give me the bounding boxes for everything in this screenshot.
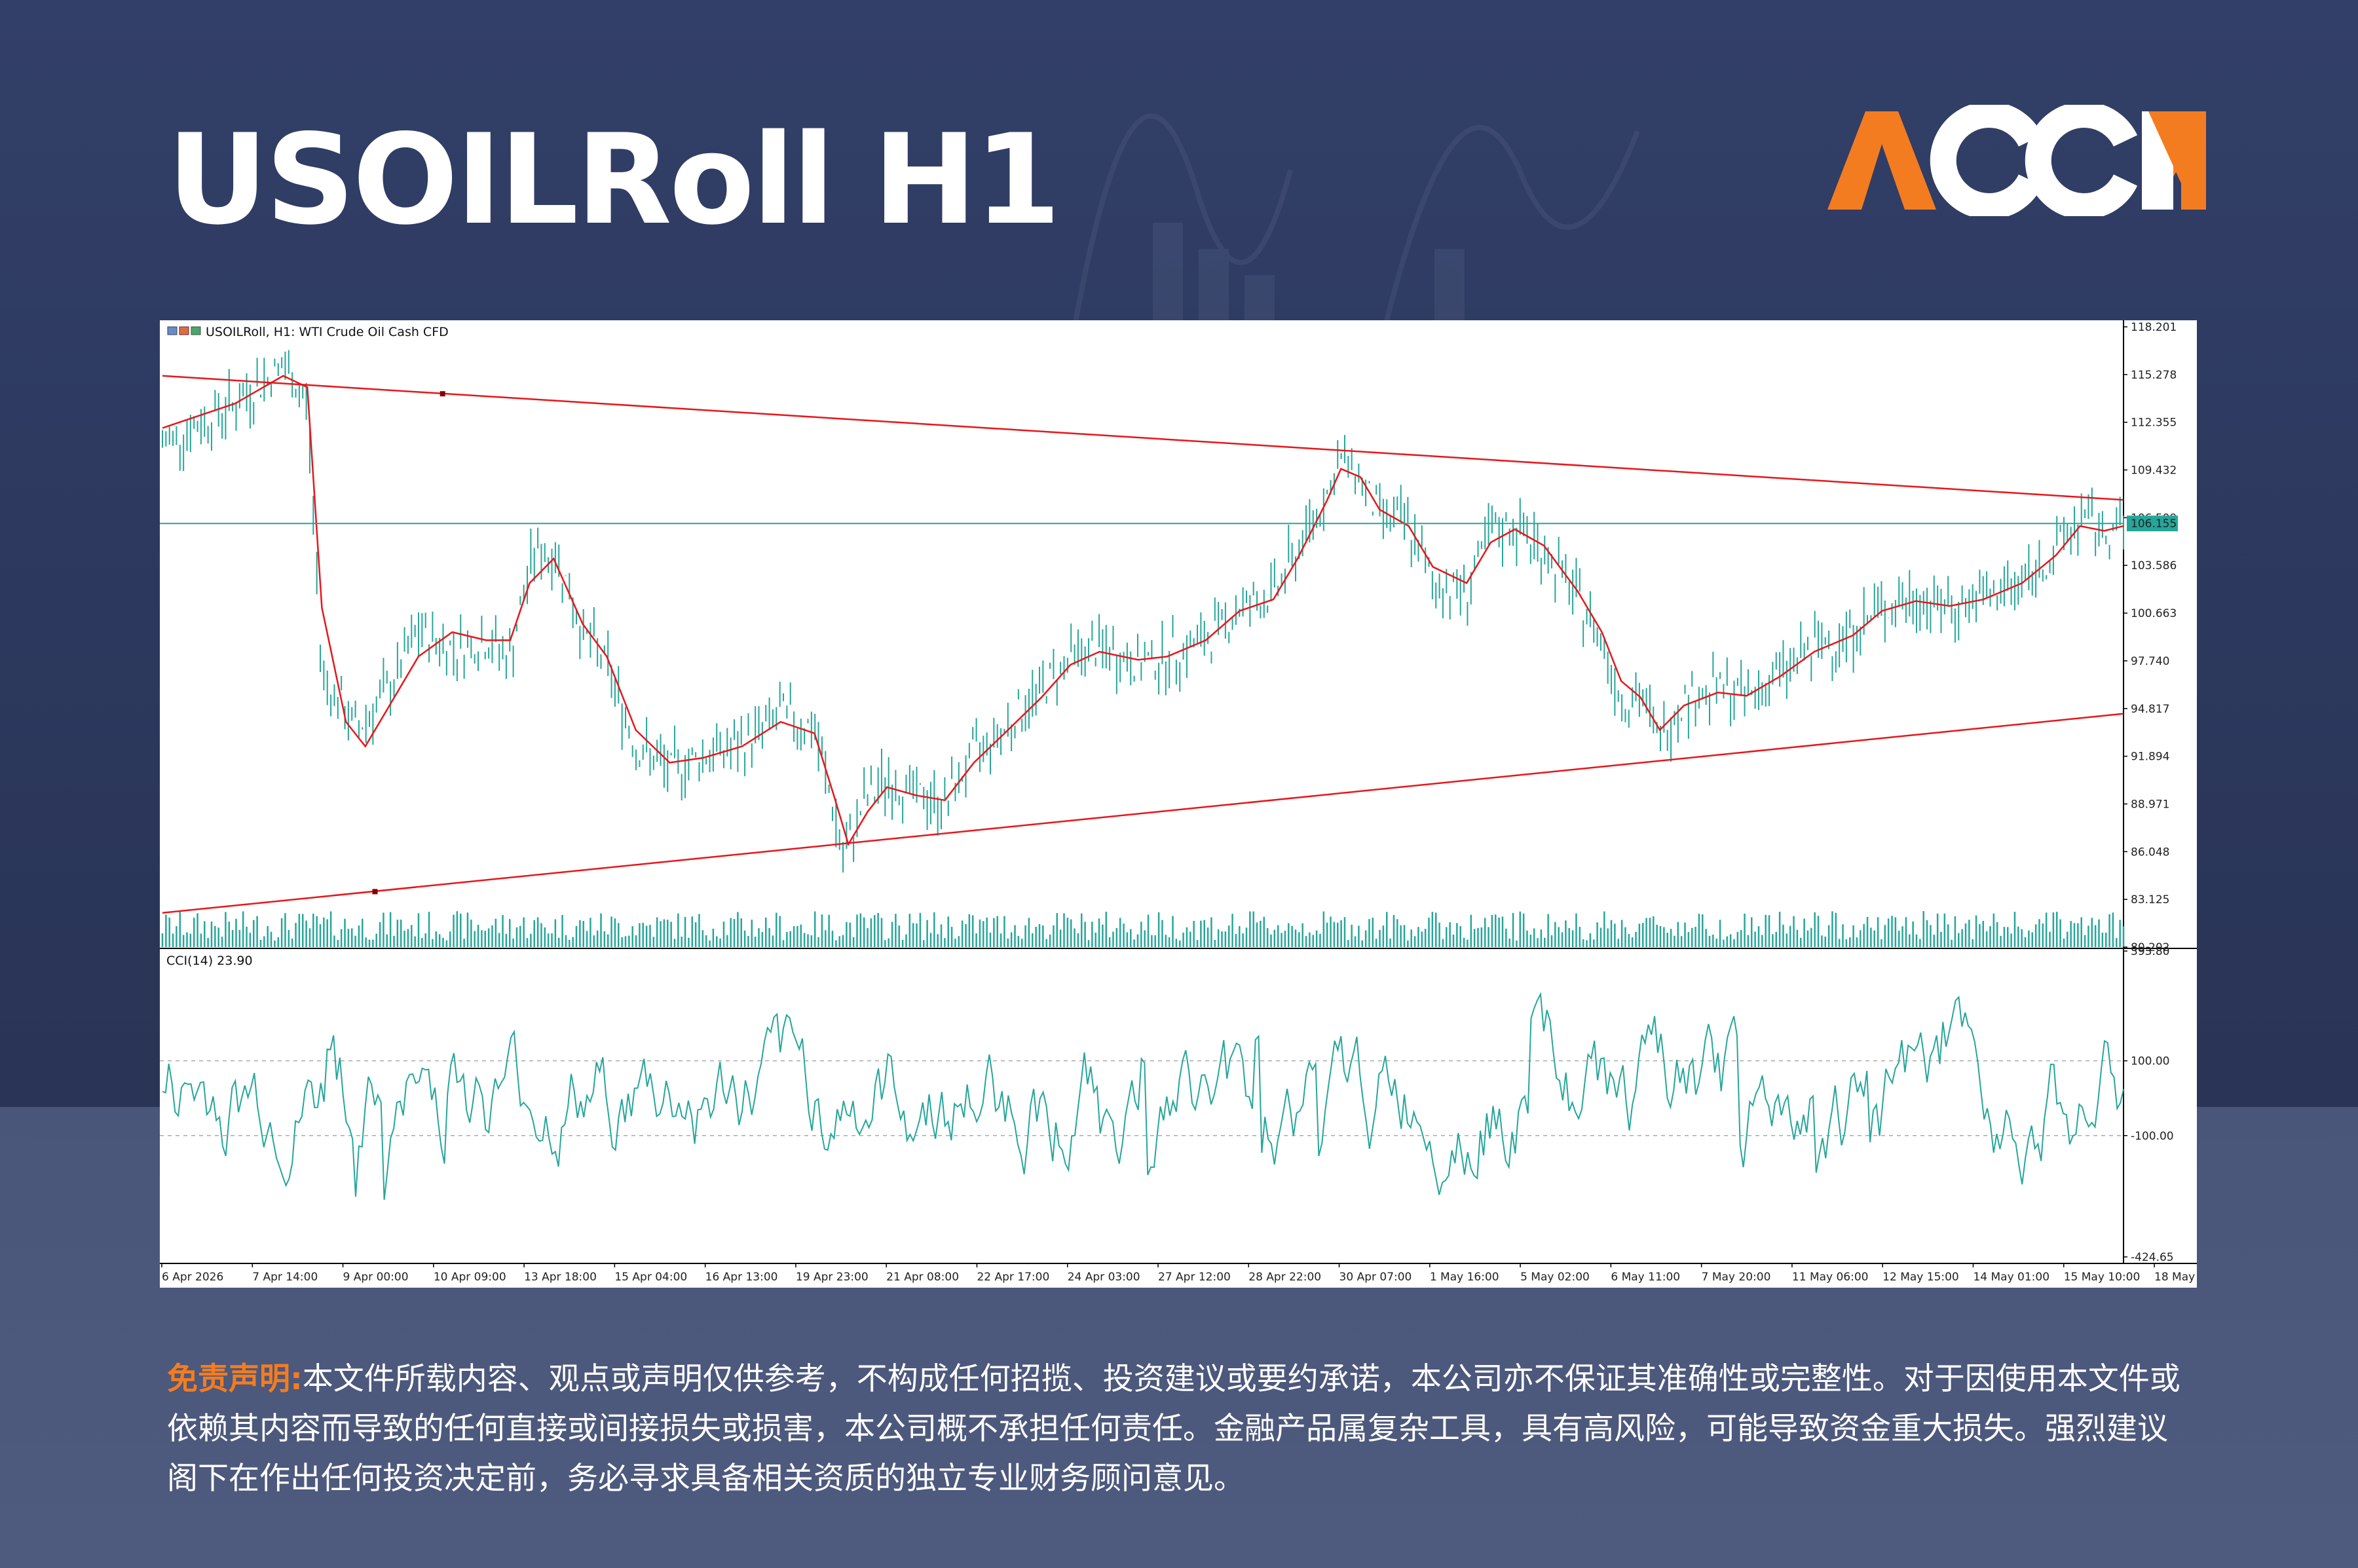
price-chart: 118.201115.278112.355109.432106.509103.5…: [160, 320, 2197, 1288]
time-tick-label: 24 Apr 03:00: [1068, 1271, 1140, 1284]
cci-tick-label: 100.00: [2131, 1055, 2169, 1068]
price-tick-label: 109.432: [2131, 464, 2177, 477]
time-tick-label: 18 May 19:00: [2154, 1271, 2197, 1284]
time-tick-label: 27 Apr 12:00: [1158, 1271, 1231, 1284]
price-tick-label: 94.817: [2131, 703, 2169, 716]
time-tick-label: 9 Apr 00:00: [343, 1271, 409, 1284]
disclaimer-label: 免责声明:: [167, 1361, 303, 1397]
time-tick-label: 15 May 10:00: [2064, 1271, 2141, 1284]
cci-indicator-label: CCI(14) 23.90: [166, 954, 253, 968]
accm-logo: [1827, 105, 2206, 216]
current-price-label: 106.155: [2131, 517, 2177, 531]
properties-icon[interactable]: [179, 326, 189, 335]
time-tick-label: 15 Apr 04:00: [614, 1271, 687, 1284]
current-price-badge: [2127, 515, 2178, 532]
disclaimer: 免责声明:本文件所载内容、观点或声明仅供参考，不构成任何招揽、投资建议或要约承诺…: [167, 1354, 2198, 1504]
price-tick-label: 91.894: [2131, 751, 2169, 764]
bar-chart-icon[interactable]: [191, 326, 201, 335]
time-tick-label: 28 Apr 22:00: [1248, 1271, 1321, 1284]
chart-window-icon[interactable]: [167, 326, 178, 335]
time-tick-label: 10 Apr 09:00: [434, 1271, 506, 1284]
price-tick-label: 80.202: [2131, 941, 2169, 954]
time-tick-label: 5 May 02:00: [1520, 1271, 1590, 1284]
trendline-anchor: [440, 391, 445, 397]
time-tick-label: 13 Apr 18:00: [524, 1271, 597, 1284]
trendline-anchor: [372, 889, 378, 895]
price-tick-label: 97.740: [2131, 655, 2169, 668]
page-title: USOILRoll H1: [167, 107, 1061, 252]
price-tick-label: 83.125: [2131, 893, 2169, 906]
time-tick-label: 12 May 15:00: [1882, 1271, 1959, 1284]
time-tick-label: 1 May 16:00: [1430, 1271, 1499, 1284]
chart-toolbar-icons[interactable]: [167, 326, 201, 335]
cci-line: [162, 992, 2124, 1200]
time-tick-label: 16 Apr 13:00: [705, 1271, 778, 1284]
time-tick-label: 11 May 06:00: [1792, 1271, 1869, 1284]
cci-tick-label: -424.65: [2131, 1251, 2174, 1264]
time-tick-label: 6 May 11:00: [1611, 1271, 1680, 1284]
cci-tick-label: 393.80: [2131, 945, 2169, 958]
time-tick-label: 14 May 01:00: [1973, 1271, 2049, 1284]
time-tick-label: 7 Apr 14:00: [252, 1271, 318, 1284]
price-tick-label: 118.201: [2131, 321, 2177, 334]
price-tick-label: 88.971: [2131, 798, 2169, 811]
price-tick-label: 115.278: [2131, 369, 2177, 382]
cci-tick-label: -100.00: [2131, 1130, 2174, 1143]
time-tick-label: 22 Apr 17:00: [977, 1271, 1049, 1284]
disclaimer-text: 本文件所载内容、观点或声明仅供参考，不构成任何招揽、投资建议或要约承诺，本公司亦…: [167, 1361, 2180, 1497]
price-tick-label: 86.048: [2131, 846, 2169, 859]
moving-average-line: [162, 375, 2124, 847]
time-tick-label: 6 Apr 2026: [162, 1271, 223, 1284]
price-tick-label: 100.663: [2131, 607, 2177, 620]
time-tick-label: 7 May 20:00: [1702, 1271, 1771, 1284]
resistance-trendline: [162, 375, 2124, 501]
price-tick-label: 103.586: [2131, 559, 2177, 572]
chart-symbol-info: USOILRoll, H1: WTI Crude Oil Cash CFD: [206, 325, 449, 339]
time-tick-label: 21 Apr 08:00: [886, 1271, 959, 1284]
time-tick-label: 30 Apr 07:00: [1339, 1271, 1412, 1284]
support-trendline: [162, 713, 2124, 914]
price-tick-label: 112.355: [2131, 417, 2177, 430]
time-tick-label: 19 Apr 23:00: [796, 1271, 869, 1284]
